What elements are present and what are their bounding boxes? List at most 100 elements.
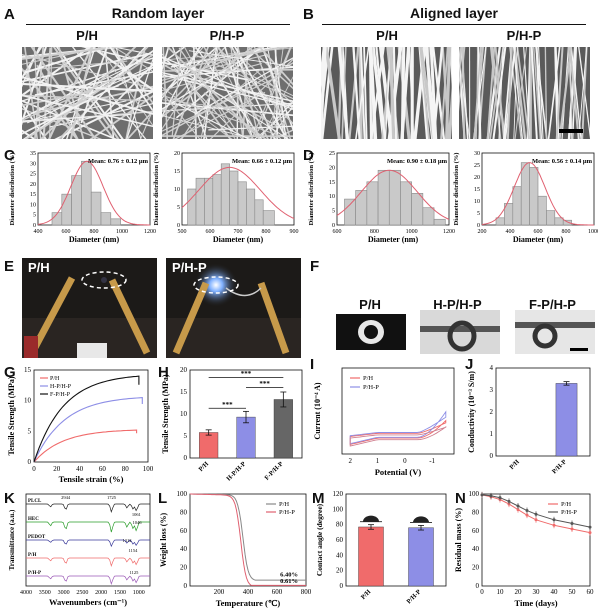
x-tick-label: 1500 [114, 590, 126, 596]
data-point [516, 504, 520, 508]
peak-annotation: 1046 [132, 520, 142, 525]
fiber [516, 47, 530, 139]
y-tick-label: 0 [184, 582, 188, 590]
y-tick-label: 10 [474, 199, 480, 205]
data-point [498, 496, 502, 500]
y-tick-label: 0 [490, 452, 494, 460]
y-tick-label: 40 [472, 545, 480, 553]
fiber [22, 47, 124, 60]
legend-label: P/H-P [279, 509, 295, 516]
mean-annotation: Mean: 0.90 ± 0.18 μm [387, 158, 448, 165]
fiber [440, 47, 449, 139]
fiber [476, 47, 482, 139]
y-tick-label: 60 [472, 527, 480, 535]
fiber [162, 47, 201, 118]
fiber [112, 47, 153, 73]
x-tick-label: 1000 [406, 229, 418, 235]
fiber [34, 47, 45, 139]
peak-annotation: 1312 [123, 538, 132, 543]
fiber [24, 53, 153, 139]
fiber [170, 47, 280, 68]
sem-label-a-right: P/H-P [209, 28, 245, 43]
fiber [60, 47, 147, 139]
peak-annotation: 1154 [129, 548, 139, 553]
fiber [578, 47, 588, 139]
data-point [525, 509, 529, 513]
y-tick-label: 60 [336, 536, 344, 544]
histogram-bar [81, 160, 92, 226]
fiber [162, 47, 293, 67]
x-tick-label: 200 [478, 229, 487, 235]
x-tick-label: 20 [53, 465, 61, 473]
y-tick-label: 2 [490, 408, 494, 416]
histogram-bar [562, 219, 572, 226]
fiber [375, 47, 386, 139]
y-tick-label: 10 [329, 194, 335, 200]
histogram-bar [212, 174, 222, 226]
fiber [568, 47, 580, 139]
fiber [321, 47, 334, 139]
y-tick-label: 20 [30, 182, 36, 188]
fiber [544, 47, 548, 139]
fiber [203, 92, 267, 139]
sem-image-aligned-ph [321, 47, 452, 139]
fiber [175, 47, 263, 119]
axis-frame [33, 369, 149, 463]
x-category-label: H-P/H-P [225, 460, 247, 482]
droplet-icon [363, 515, 379, 522]
fiber [39, 47, 137, 139]
chart-j: P/H P/H-P 0 1 2 3 4 Conductivity (10⁻³ S/m) [467, 364, 591, 475]
scale-bar [559, 129, 583, 133]
fiber [22, 76, 153, 115]
percent-annotation: 6.40% [280, 572, 298, 579]
x-category-label: F-P/H-P [263, 460, 284, 481]
bar [273, 399, 293, 459]
legend-label: P/H [363, 375, 373, 382]
y-tick-label: 80 [472, 508, 480, 516]
fiber [173, 47, 287, 71]
panel-letter-l: L [158, 490, 168, 507]
x-tick-label: 800 [370, 229, 379, 235]
series-label: PEDOT [28, 535, 46, 540]
x-tick-label: 200 [214, 588, 225, 596]
x-tick-label: 40 [76, 465, 84, 473]
droplet-icon [413, 516, 429, 523]
fiber [55, 47, 124, 139]
chart-n: P/HP/H-P 0 10 20 30 40 50 60 0 20 40 60 80 100 Time (d… [454, 490, 594, 608]
x-tick-label: 0 [480, 588, 484, 596]
y-tick-label: 0 [33, 223, 36, 229]
degradation-line [481, 494, 591, 534]
y-tick-label: 10 [30, 202, 36, 208]
ftir-spectrum-line [26, 521, 150, 533]
series-label: HEC [28, 517, 39, 522]
x-tick-label: 400 [34, 229, 43, 235]
y-tick-label: 20 [180, 564, 188, 572]
y-tick-label: 0 [476, 582, 480, 590]
mean-annotation: Mean: 0.66 ± 0.12 μm [232, 158, 293, 165]
fiber [97, 47, 153, 127]
y-axis-label: Diameter distribution (%) [453, 153, 460, 226]
y-tick-label: 20 [472, 564, 480, 572]
x-axis-label: Diameter (nm) [213, 235, 264, 244]
histogram-bar [229, 170, 239, 226]
photo-e-php-label: P/H-P [172, 260, 207, 275]
ftir-spectrum-line [26, 503, 150, 513]
x-category-label: P/H [197, 460, 210, 473]
photo-e-ph: P/H [22, 258, 157, 358]
fiber [388, 47, 396, 139]
y-tick-label: 25 [474, 163, 480, 169]
chart-g: P/H H-P/H-P F-P/H-P 0 20 40 60 80 100 0 5 10 15 Tensi… [7, 366, 154, 484]
x-tick-label: 1 [376, 457, 380, 465]
bar [408, 527, 434, 587]
fiber [513, 47, 518, 139]
y-tick-label: 20 [180, 366, 188, 374]
x-tick-label: 600 [62, 229, 71, 235]
fiber [530, 47, 538, 139]
fiber [22, 100, 118, 139]
significance-label: *** [222, 401, 233, 409]
histogram-bar [254, 199, 264, 226]
y-axis-label: Contact angle (degree) [315, 503, 324, 576]
legend-label: P/H-P [561, 509, 577, 516]
y-tick-label: 100 [333, 505, 344, 513]
fiber [162, 61, 258, 83]
